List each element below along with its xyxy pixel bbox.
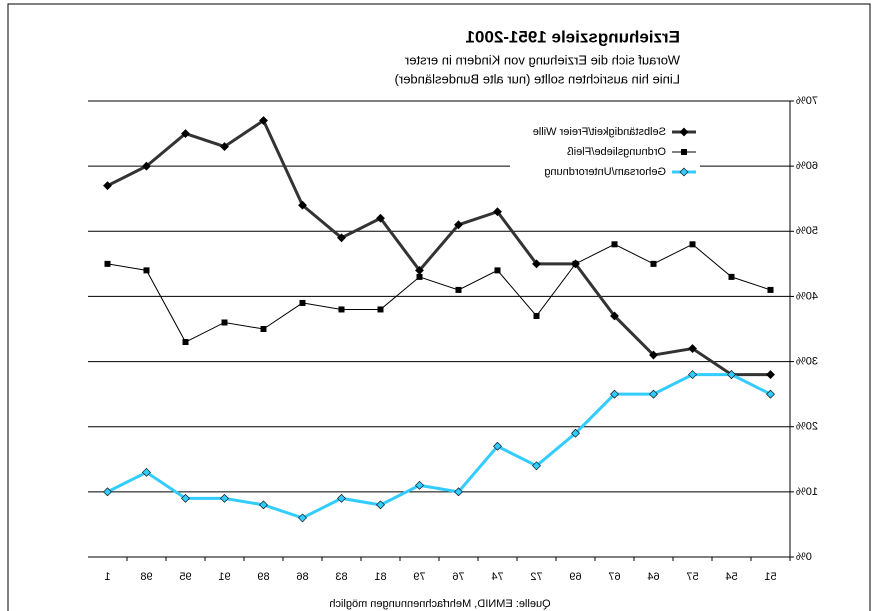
marker: [103, 181, 112, 191]
x-tick-label: 74: [491, 571, 503, 583]
marker: [727, 370, 736, 380]
marker: [649, 350, 658, 360]
marker: [689, 241, 696, 248]
x-tick-label: 83: [335, 571, 347, 583]
marker: [532, 259, 541, 269]
x-tick-label: 69: [569, 571, 581, 583]
marker: [688, 370, 697, 380]
marker: [611, 241, 618, 248]
marker: [143, 267, 150, 274]
marker: [681, 149, 687, 155]
subtitle: Worauf sich die Erziehung von Kindern in…: [404, 52, 680, 67]
marker: [688, 344, 697, 353]
marker: [298, 200, 307, 210]
marker: [493, 441, 502, 451]
marker: [260, 326, 267, 332]
chart-title: Erziehungsziele 1951-2001: [465, 27, 680, 46]
marker: [650, 260, 657, 267]
y-tick-label: 30%: [796, 355, 818, 367]
x-tick-label: 57: [686, 571, 698, 583]
marker: [181, 129, 190, 138]
marker: [337, 233, 346, 243]
marker: [493, 207, 502, 217]
marker: [142, 467, 151, 477]
marker: [766, 370, 775, 380]
x-tick-label: 54: [725, 571, 737, 583]
marker: [376, 500, 385, 510]
marker: [337, 493, 346, 503]
y-tick-label: 70%: [796, 95, 818, 107]
marker: [416, 273, 423, 280]
marker: [532, 461, 541, 471]
marker: [299, 299, 306, 306]
y-tick-label: 0%: [796, 551, 812, 563]
x-tick-label: 67: [608, 571, 620, 583]
legend-label: Selbständigkeit/Freier Wille: [533, 126, 666, 138]
marker: [679, 167, 689, 177]
marker: [103, 487, 112, 497]
x-tick-label: 76: [452, 571, 464, 583]
y-tick-label: 20%: [796, 421, 818, 433]
x-tick-label: 98: [140, 571, 152, 583]
marker: [767, 286, 774, 293]
marker: [766, 389, 775, 399]
x-tick-label: 81: [374, 571, 386, 583]
marker: [494, 267, 501, 274]
x-tick-label: 91: [218, 571, 230, 583]
marker: [728, 273, 735, 280]
marker: [679, 127, 689, 137]
x-tick-label: 72: [530, 571, 542, 583]
marker: [610, 311, 619, 321]
subtitle: Linie hin ausrichten sollte (nur alte Bu…: [395, 71, 680, 86]
marker: [376, 213, 385, 223]
frame: [7, 3, 871, 611]
y-tick-label: 10%: [796, 486, 818, 498]
marker: [220, 142, 229, 152]
legend-label: Gehorsam/Unterordnung: [544, 166, 666, 178]
marker: [104, 260, 111, 267]
marker: [181, 493, 190, 503]
marker: [572, 260, 579, 267]
legend-label: Ordnungsliebe/Fleiß: [567, 146, 666, 158]
marker: [455, 286, 462, 293]
marker: [454, 487, 463, 497]
marker: [259, 500, 268, 510]
marker: [610, 389, 619, 399]
marker: [338, 306, 345, 313]
marker: [649, 389, 658, 399]
marker: [298, 513, 307, 523]
x-tick-label: 79: [413, 571, 425, 583]
marker: [182, 339, 189, 346]
series-line: [106, 373, 772, 520]
y-tick-label: 40%: [796, 290, 818, 302]
marker: [220, 493, 229, 503]
series-line: [106, 118, 771, 377]
marker: [533, 312, 540, 319]
marker: [454, 220, 463, 230]
marker: [571, 428, 580, 438]
marker: [142, 161, 151, 171]
x-tick-label: 89: [257, 571, 269, 583]
marker: [221, 319, 228, 326]
y-tick-label: 60%: [796, 160, 818, 172]
x-tick-label: 64: [647, 571, 659, 583]
x-tick-label: 1: [104, 571, 110, 583]
marker: [415, 480, 424, 490]
source: Quelle: EMNID, Mehrfachnennungen möglich: [329, 598, 550, 610]
x-tick-label: 86: [296, 571, 308, 583]
x-tick-label: 51: [764, 571, 776, 583]
x-tick-label: 95: [179, 571, 191, 583]
marker: [259, 116, 268, 125]
series-line: [107, 243, 771, 343]
y-tick-label: 50%: [796, 225, 818, 237]
marker: [377, 306, 384, 313]
legend-box: [510, 122, 700, 180]
